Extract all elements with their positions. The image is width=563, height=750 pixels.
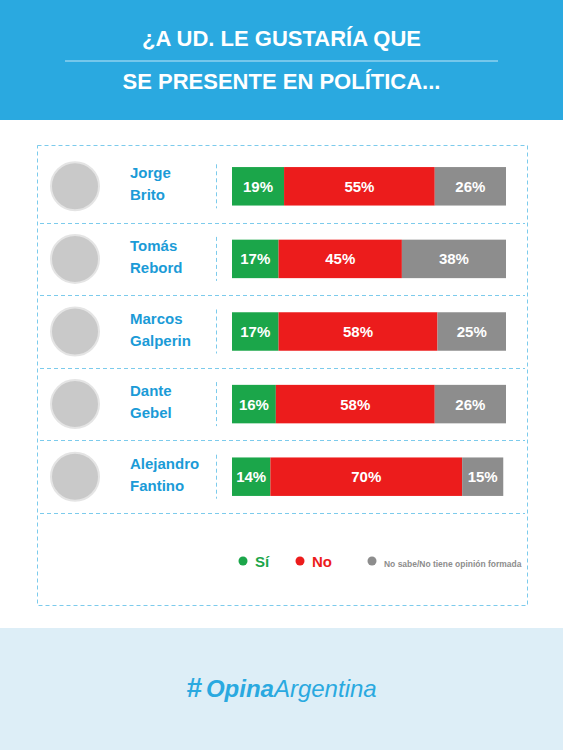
source: #OpinaArgentina bbox=[186, 672, 376, 703]
data-label: 58% bbox=[343, 323, 373, 340]
data-label: 25% bbox=[457, 323, 487, 340]
legend: Sí No No sabe/No tiene opinión formada bbox=[239, 553, 522, 570]
data-label: 38% bbox=[439, 250, 469, 267]
data-label: 45% bbox=[325, 250, 355, 267]
bar-segment bbox=[276, 385, 435, 423]
bar-segment bbox=[435, 167, 506, 205]
bar-segment bbox=[284, 167, 435, 205]
bar-segment bbox=[435, 385, 506, 423]
row-separator bbox=[40, 440, 525, 441]
category-label-line: Marcos bbox=[130, 310, 183, 327]
data-label: 17% bbox=[240, 323, 270, 340]
row-divider bbox=[216, 310, 217, 354]
category-label-line: Fantino bbox=[130, 477, 184, 494]
category-label: Tomás Rebord bbox=[130, 237, 183, 276]
category-label-line: Gebel bbox=[130, 404, 172, 421]
row-divider bbox=[216, 237, 217, 281]
data-label: 14% bbox=[236, 468, 266, 485]
header-rule bbox=[65, 61, 498, 62]
photo bbox=[51, 162, 99, 210]
legend-marker bbox=[239, 557, 248, 566]
category-label-line: Rebord bbox=[130, 259, 183, 276]
category-label-line: Tomás bbox=[130, 237, 177, 254]
row-separator bbox=[40, 368, 525, 369]
bar-segment bbox=[232, 167, 284, 205]
data-label: 70% bbox=[351, 468, 381, 485]
legend-marker bbox=[368, 557, 377, 566]
row-divider bbox=[216, 455, 217, 499]
bar-segment bbox=[232, 240, 279, 278]
title: ¿A UD. LE GUSTARÍA QUE SE PRESENTE EN POL… bbox=[123, 26, 441, 94]
bar-segment bbox=[279, 240, 402, 278]
bar-segment bbox=[279, 312, 438, 350]
photo bbox=[51, 453, 99, 501]
bar-segment bbox=[402, 240, 506, 278]
data-label: 19% bbox=[243, 178, 273, 195]
source-part: Opina bbox=[206, 675, 274, 702]
row-divider bbox=[216, 164, 217, 208]
header-band bbox=[0, 0, 563, 120]
photo bbox=[51, 308, 99, 356]
bars bbox=[232, 167, 506, 496]
row-separator bbox=[40, 295, 525, 296]
category-label: Marcos Galperin bbox=[130, 310, 191, 349]
data-label: 55% bbox=[344, 178, 374, 195]
photo bbox=[51, 235, 99, 283]
legend-label: No bbox=[312, 553, 332, 570]
chart: ¿A UD. LE GUSTARÍA QUE SE PRESENTE EN POL… bbox=[0, 0, 563, 750]
source-part: Argentina bbox=[272, 675, 377, 702]
category-label-line: Brito bbox=[130, 186, 165, 203]
bar-segment bbox=[270, 457, 462, 495]
data-label: 17% bbox=[240, 250, 270, 267]
legend-label: No sabe/No tiene opinión formada bbox=[384, 559, 522, 569]
data-labels: 19% 17% 17% 16% 14% 55% 45% 58% 58% 70% 26% 38% 25% 2… bbox=[236, 178, 498, 485]
source-part: # bbox=[186, 672, 202, 703]
data-label: 58% bbox=[340, 396, 370, 413]
data-label: 15% bbox=[468, 468, 498, 485]
category-label-line: Jorge bbox=[130, 164, 171, 181]
footer-band bbox=[0, 628, 563, 750]
row-separator bbox=[40, 513, 525, 514]
bar-segment bbox=[232, 312, 279, 350]
bar-segment bbox=[438, 312, 507, 350]
bar-segment bbox=[232, 385, 276, 423]
frame bbox=[38, 146, 528, 606]
category-label: Jorge Brito bbox=[130, 164, 171, 203]
bar-segment bbox=[232, 457, 270, 495]
data-label: 26% bbox=[455, 396, 485, 413]
photo bbox=[51, 380, 99, 428]
data-label: 16% bbox=[239, 396, 269, 413]
category-label-line: Dante bbox=[130, 382, 172, 399]
category-label: Alejandro Fantino bbox=[130, 455, 199, 494]
data-label: 26% bbox=[455, 178, 485, 195]
title-line: ¿A UD. LE GUSTARÍA QUE bbox=[142, 26, 421, 51]
row-divider bbox=[216, 382, 217, 426]
legend-marker bbox=[296, 557, 305, 566]
legend-label: Sí bbox=[255, 553, 270, 570]
category-label: Dante Gebel bbox=[130, 382, 172, 421]
title-line: SE PRESENTE EN POLÍTICA... bbox=[123, 69, 441, 94]
category-label-line: Alejandro bbox=[130, 455, 199, 472]
category-label-line: Galperin bbox=[130, 332, 191, 349]
bar-segment bbox=[462, 457, 503, 495]
row-separator bbox=[40, 223, 525, 224]
